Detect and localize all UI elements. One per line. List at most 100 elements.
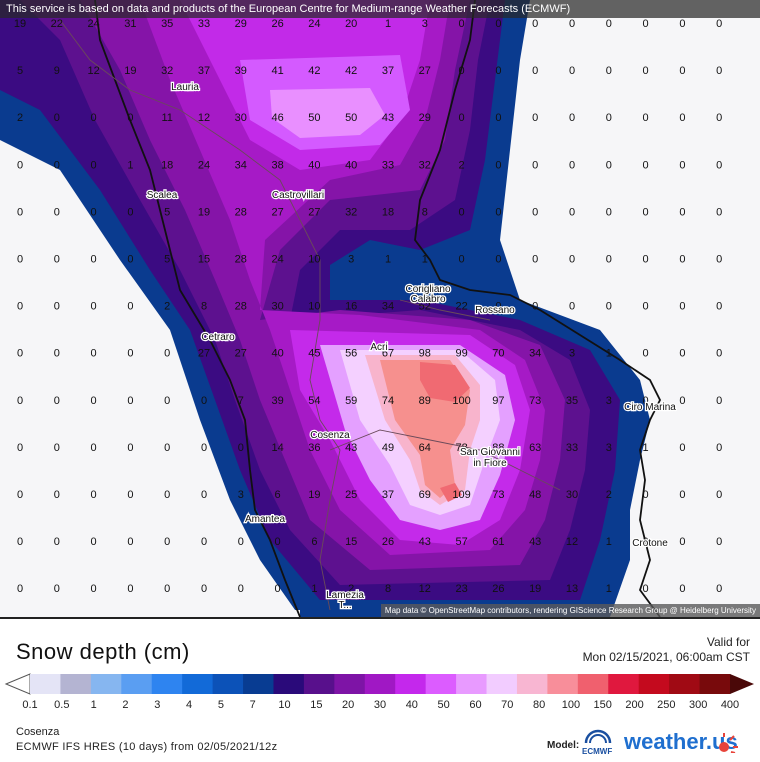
- scale-swatch: [90, 674, 122, 694]
- grid-value: 29: [235, 18, 247, 30]
- grid-value: 88: [492, 442, 504, 454]
- grid-value: 0: [201, 583, 207, 595]
- grid-value: 2: [17, 112, 23, 124]
- value-grid: 19 22 24 31 35 33 29 26 24 20 1 3 0 0 0 0 0 0 0 05 9 12 19 32 37…: [14, 18, 722, 595]
- grid-value: 100: [452, 395, 470, 407]
- city-label: Amantea: [245, 514, 285, 525]
- grid-value: 9: [54, 65, 60, 77]
- grid-value: 0: [532, 301, 538, 313]
- grid-value: 19: [529, 583, 541, 595]
- grid-value: 7: [238, 395, 244, 407]
- scale-swatch: [577, 674, 609, 694]
- grid-value: 0: [127, 489, 133, 501]
- grid-value: 0: [164, 348, 170, 360]
- map-canvas: 19 22 24 31 35 33 29 26 24 20 1 3 0 0 0 0 0 0 0 05 9 12 19 32 37…: [0, 0, 722, 617]
- grid-value: 0: [54, 206, 60, 218]
- grid-value: 48: [529, 489, 541, 501]
- grid-value: 0: [643, 112, 649, 124]
- grid-value: 0: [532, 206, 538, 218]
- grid-value: 0: [606, 254, 612, 266]
- grid-value: 3: [348, 254, 354, 266]
- scale-over-triangle: [730, 674, 754, 694]
- grid-value: 27: [308, 206, 320, 218]
- grid-value: 36: [308, 442, 320, 454]
- grid-value: 27: [271, 206, 283, 218]
- grid-value: 15: [198, 254, 210, 266]
- grid-value: 30: [566, 489, 578, 501]
- grid-value: 0: [459, 112, 465, 124]
- grid-value: 26: [271, 18, 283, 30]
- grid-value: 0: [91, 301, 97, 313]
- grid-value: 0: [17, 489, 23, 501]
- grid-value: 8: [385, 583, 391, 595]
- grid-value: 2: [164, 301, 170, 313]
- grid-value: 10: [308, 254, 320, 266]
- grid-value: 1: [606, 583, 612, 595]
- valid-date: Mon 02/15/2021, 06:00am CST: [582, 650, 750, 664]
- grid-value: 0: [643, 206, 649, 218]
- grid-value: 5: [164, 206, 170, 218]
- grid-value: 0: [459, 18, 465, 30]
- snow-shading: [0, 0, 650, 617]
- grid-value: 43: [382, 112, 394, 124]
- scale-label: 3: [154, 699, 161, 711]
- scale-label: 0.1: [22, 699, 38, 711]
- grid-value: 0: [716, 254, 722, 266]
- grid-value: 18: [382, 206, 394, 218]
- grid-value: 0: [569, 112, 575, 124]
- scale-label: 1: [90, 699, 97, 711]
- grid-value: 0: [716, 395, 722, 407]
- grid-value: 70: [492, 348, 504, 360]
- grid-value: 37: [382, 489, 394, 501]
- grid-value: 29: [419, 112, 431, 124]
- grid-value: 19: [124, 65, 136, 77]
- grid-value: 0: [54, 254, 60, 266]
- scale-label: 0.5: [54, 699, 70, 711]
- scale-swatch: [547, 674, 579, 694]
- city-label: Cetraro: [201, 332, 235, 343]
- grid-value: 0: [17, 348, 23, 360]
- scale-swatch: [303, 674, 335, 694]
- grid-value: 0: [54, 348, 60, 360]
- grid-value: 0: [54, 583, 60, 595]
- grid-value: 0: [606, 65, 612, 77]
- grid-value: 0: [532, 112, 538, 124]
- grid-value: 1: [127, 159, 133, 171]
- map-attribution[interactable]: Map data © OpenStreetMap contributors, r…: [380, 604, 760, 617]
- grid-value: 40: [345, 159, 357, 171]
- grid-value: 11: [161, 112, 172, 124]
- grid-value: 0: [679, 65, 685, 77]
- grid-value: 0: [495, 112, 501, 124]
- grid-value: 0: [17, 254, 23, 266]
- grid-value: 1: [422, 254, 428, 266]
- grid-value: 0: [164, 395, 170, 407]
- grid-value: 42: [308, 65, 320, 77]
- grid-value: 78: [455, 442, 467, 454]
- grid-value: 1: [606, 348, 612, 360]
- snow-depth-map[interactable]: 19 22 24 31 35 33 29 26 24 20 1 3 0 0 0 0 0 0 0 0 5 9 12 19 32 37…: [0, 0, 760, 617]
- grid-value: 0: [17, 159, 23, 171]
- grid-value: 69: [419, 489, 431, 501]
- grid-value: 3: [422, 18, 428, 30]
- grid-value: 0: [17, 536, 23, 548]
- grid-value: 34: [529, 348, 541, 360]
- grid-value: 0: [532, 18, 538, 30]
- scale-swatch: [212, 674, 244, 694]
- city-label: Acri: [370, 342, 387, 353]
- grid-value: 0: [127, 442, 133, 454]
- grid-value: 109: [452, 489, 470, 501]
- grid-value: 0: [238, 536, 244, 548]
- grid-value: 0: [495, 206, 501, 218]
- city-label: T...: [338, 600, 351, 611]
- brand-logo[interactable]: weather.us: [624, 729, 738, 754]
- grid-value: 0: [569, 206, 575, 218]
- scale-label: 300: [688, 699, 708, 711]
- city-label: Lamezia: [326, 590, 364, 601]
- grid-value: 6: [311, 536, 317, 548]
- grid-value: 27: [198, 348, 210, 360]
- grid-value: 0: [716, 536, 722, 548]
- grid-value: 0: [54, 442, 60, 454]
- grid-value: 0: [679, 583, 685, 595]
- grid-value: 0: [716, 348, 722, 360]
- city-label: Calabro: [410, 294, 445, 305]
